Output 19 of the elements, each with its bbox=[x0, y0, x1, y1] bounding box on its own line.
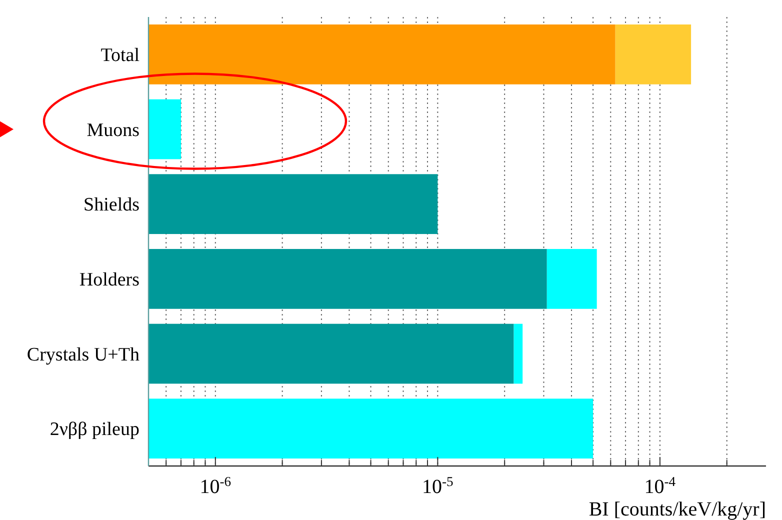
x-tick-label: 10$^{-6}$ bbox=[200, 474, 232, 498]
y-tick-label: Total bbox=[100, 45, 140, 66]
y-tick-label: 2νββ pileup bbox=[50, 419, 140, 440]
y-tick-label: Shields bbox=[84, 194, 140, 216]
y-tick-label: Holders bbox=[79, 270, 140, 291]
y-tick-label: Muons bbox=[86, 120, 140, 141]
y-tick-label: Crystals U+Th bbox=[26, 344, 140, 366]
x-tick-label: 10$^{-4}$ bbox=[644, 474, 676, 498]
bar bbox=[546, 248, 597, 309]
x-tick-label: 10$^{-5}$ bbox=[422, 474, 454, 498]
bar bbox=[615, 24, 692, 84]
bar bbox=[148, 248, 547, 309]
bar bbox=[148, 99, 181, 160]
bar bbox=[148, 174, 438, 234]
bar bbox=[148, 398, 594, 459]
bar bbox=[514, 324, 523, 384]
bar bbox=[148, 324, 514, 384]
x-axis-title: BI [counts/keV/kg/yr] bbox=[588, 498, 766, 520]
bar bbox=[148, 24, 616, 84]
